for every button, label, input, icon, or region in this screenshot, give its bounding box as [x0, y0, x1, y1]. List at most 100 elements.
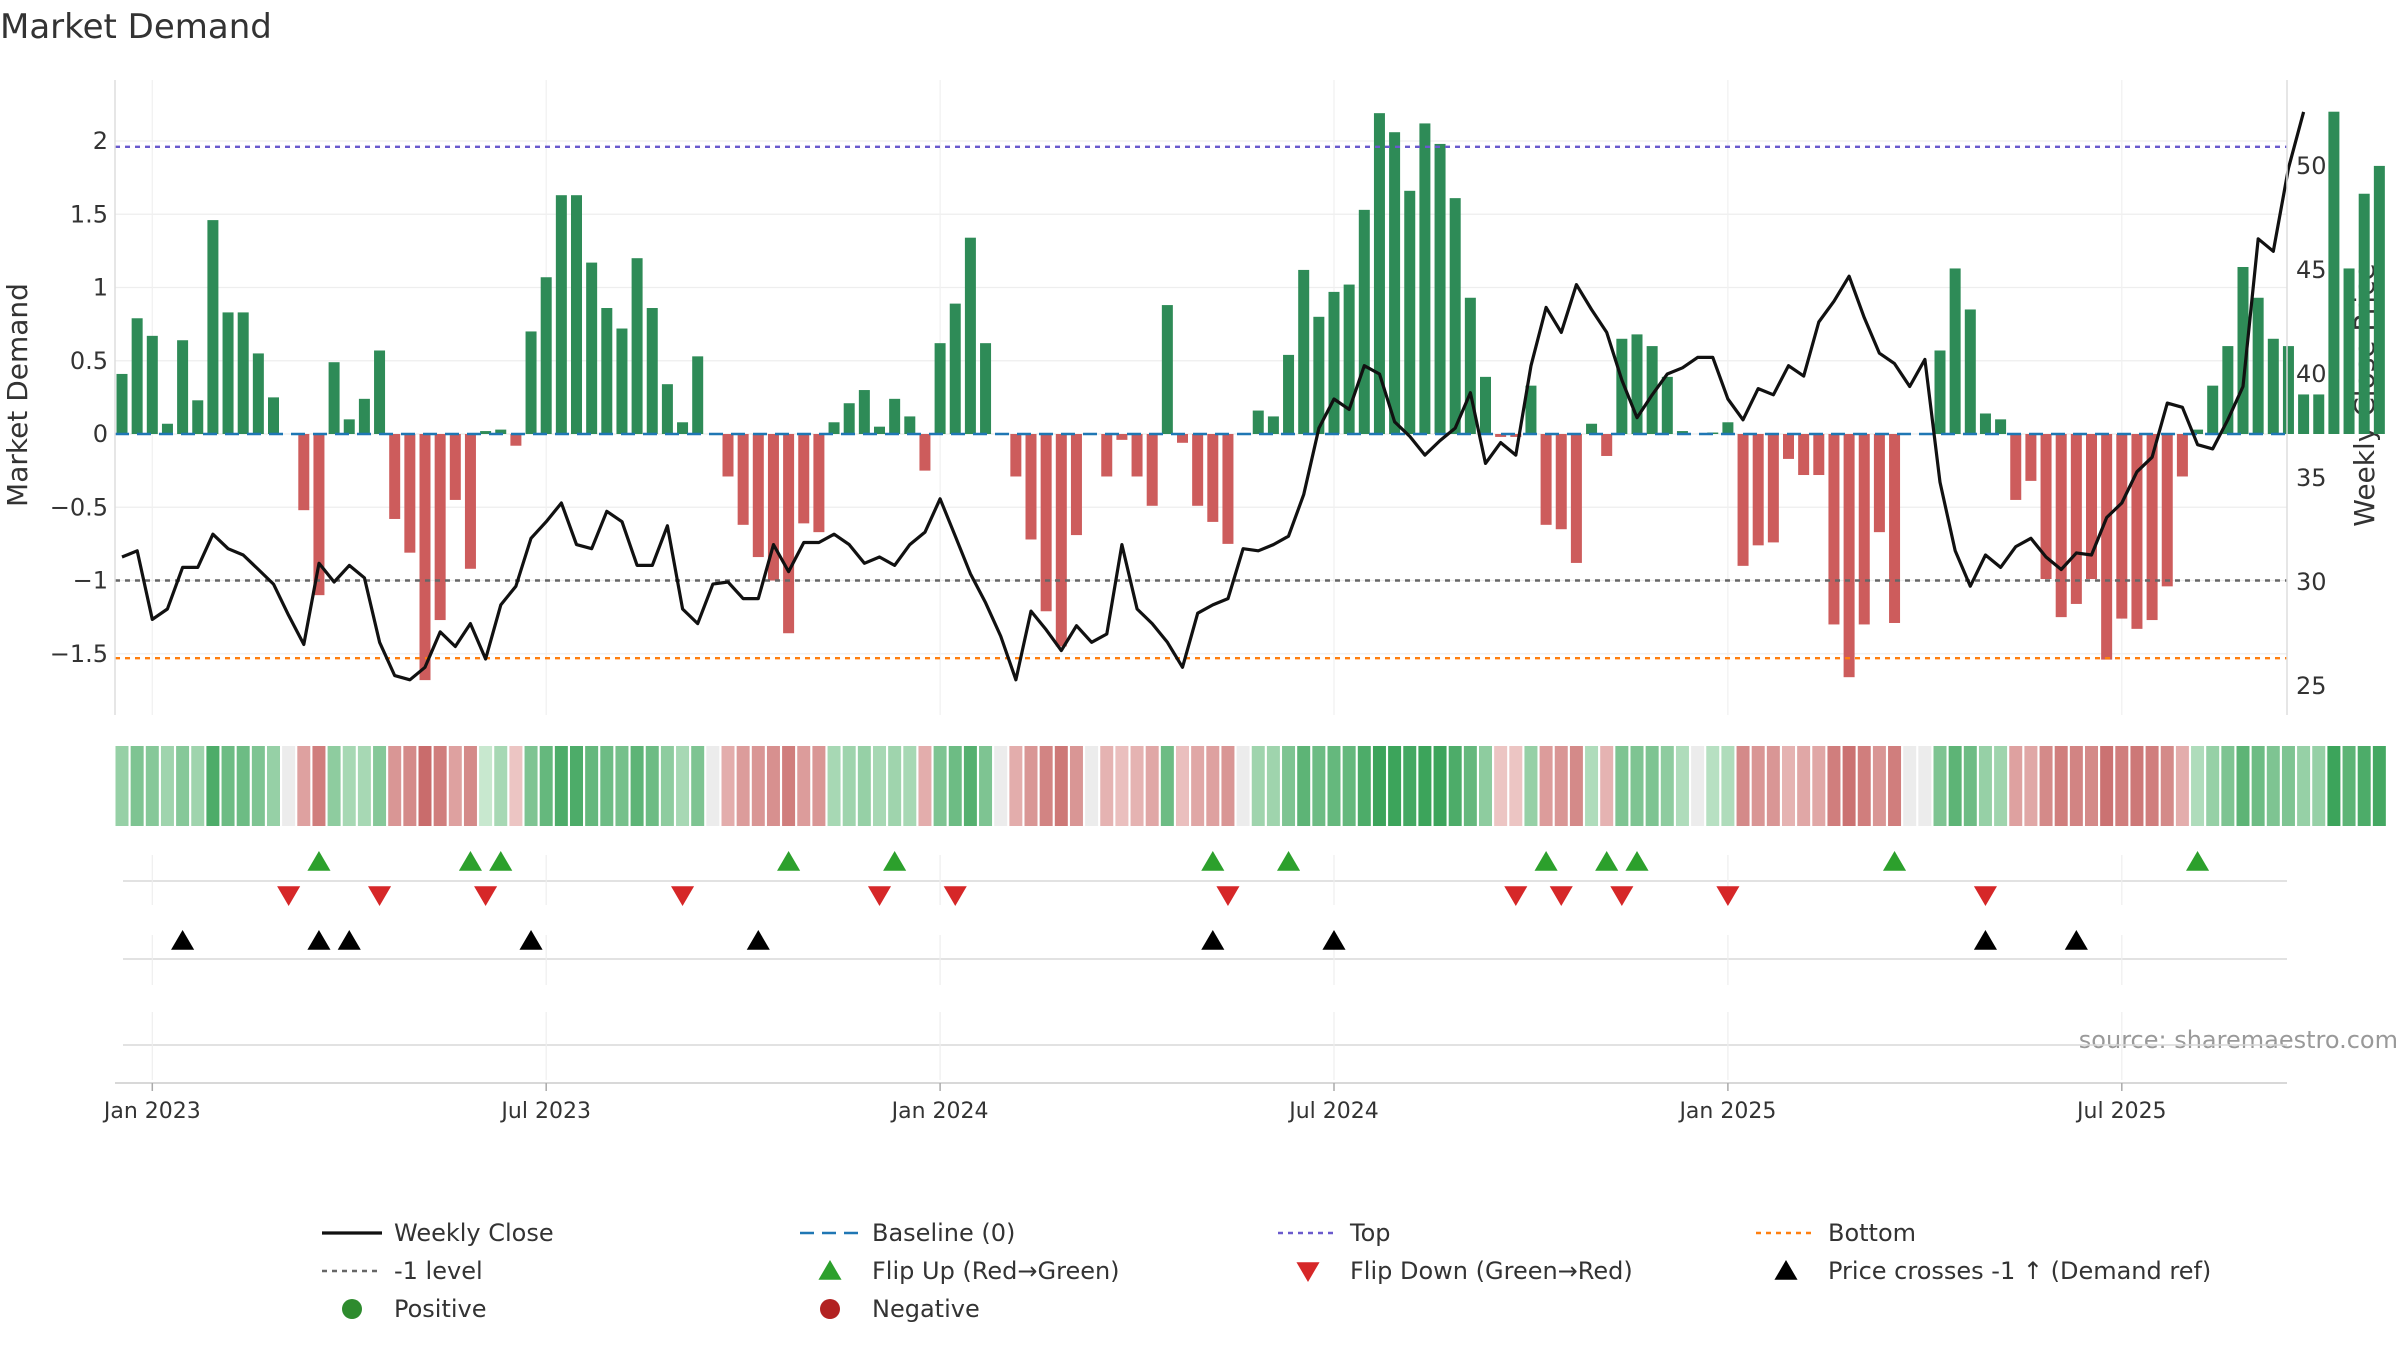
strip-cell	[2160, 746, 2174, 826]
intensity-strip	[115, 746, 2386, 826]
strip-cell	[600, 746, 614, 826]
strip-cell	[282, 746, 296, 826]
strip-cell	[2221, 746, 2235, 826]
bar-positive	[2237, 266, 2249, 434]
bar-negative	[767, 434, 779, 581]
bar-negative	[510, 434, 522, 446]
strip-cell	[1706, 746, 1720, 826]
bar-negative	[798, 434, 810, 524]
strip-cell	[660, 746, 674, 826]
bar-negative	[1510, 434, 1522, 437]
strip-cell	[1388, 746, 1402, 826]
flip-up-marker	[1595, 851, 1619, 871]
strip-cell	[1948, 746, 1962, 826]
strip-cell	[130, 746, 144, 826]
x-tick-label: Jan 2025	[1677, 1099, 1776, 1124]
strip-cell	[191, 746, 205, 826]
strip-cell	[1251, 746, 1265, 826]
strip-cell	[994, 746, 1008, 826]
source-label: source: sharemaestro.com	[2079, 1026, 2398, 1054]
bar-negative	[2146, 434, 2158, 621]
y2-tick-label: 45	[2296, 256, 2327, 284]
strip-cell	[963, 746, 977, 826]
strip-cell	[388, 746, 402, 826]
strip-cell	[1645, 746, 1659, 826]
bar-negative	[919, 434, 931, 471]
strip-cell	[479, 746, 493, 826]
bar-positive	[2267, 338, 2279, 434]
bar-positive	[1404, 190, 1416, 434]
strip-cell	[1736, 746, 1750, 826]
bar-positive	[2313, 394, 2325, 434]
strip-cell	[1509, 746, 1523, 826]
legend-label: Positive	[394, 1295, 487, 1323]
bar-positive	[1464, 297, 1476, 434]
bar-positive	[1434, 143, 1446, 434]
legend-item-negative: Negative	[820, 1295, 980, 1323]
bar-positive	[1267, 416, 1279, 434]
strip-cell	[706, 746, 720, 826]
legend-item-baseline: Baseline (0)	[800, 1219, 1015, 1247]
bar-positive	[525, 331, 537, 434]
price-cross-marker	[307, 930, 331, 950]
strip-cell	[2342, 746, 2356, 826]
flip-up-marker	[1201, 851, 1225, 871]
strip-cell	[1130, 746, 1144, 826]
bar-positive	[2207, 385, 2219, 434]
bar-negative	[2176, 434, 2188, 477]
level-lines	[115, 145, 2287, 660]
flip-up-marker	[1883, 851, 1907, 871]
bar-positive	[1525, 385, 1537, 434]
bar-positive	[2298, 394, 2310, 434]
flip-down-marker	[368, 886, 392, 906]
strip-cell	[2281, 746, 2295, 826]
strip-cell	[1115, 746, 1129, 826]
bar-negative	[1222, 434, 1234, 544]
strip-cell	[1600, 746, 1614, 826]
strip-cell	[751, 746, 765, 826]
strip-cell	[312, 746, 326, 826]
strip-cell	[2054, 746, 2068, 826]
bar-positive	[237, 312, 249, 434]
bar-positive	[495, 429, 507, 434]
strip-cell	[176, 746, 190, 826]
strip-cell	[1660, 746, 1674, 826]
strip-cell	[2327, 746, 2341, 826]
bar-positive	[131, 318, 143, 434]
y-axis-label: Market Demand	[1, 283, 34, 507]
bar-negative	[783, 434, 795, 634]
bar-positive	[146, 335, 158, 434]
bar-positive	[1298, 269, 1310, 434]
bar-positive	[480, 431, 492, 434]
strip-cell	[1827, 746, 1841, 826]
bar-positive	[828, 422, 840, 434]
bar-positive	[374, 350, 386, 434]
strip-cell	[2206, 746, 2220, 826]
bar-negative	[419, 434, 431, 681]
bar-negative	[1767, 434, 1779, 543]
strip-cell	[1206, 746, 1220, 826]
price-cross-marker	[1322, 930, 1346, 950]
y2-tick-label: 40	[2296, 360, 2327, 388]
strip-cell	[1963, 746, 1977, 826]
strip-cell	[1888, 746, 1902, 826]
strip-cell	[236, 746, 250, 826]
bar-negative	[1828, 434, 1840, 625]
bar-negative	[1570, 434, 1582, 563]
strip-cell	[524, 746, 538, 826]
strip-cell	[1675, 746, 1689, 826]
strip-cell	[1403, 746, 1417, 826]
bar-negative	[1843, 434, 1855, 678]
bar-negative	[2025, 434, 2037, 481]
bar-positive	[949, 303, 961, 434]
strip-cell	[979, 746, 993, 826]
bar-negative	[722, 434, 734, 477]
bar-positive	[858, 390, 870, 434]
strip-cell	[1842, 746, 1856, 826]
strip-cell	[342, 746, 356, 826]
strip-cell	[327, 746, 341, 826]
strip-cell	[2266, 746, 2280, 826]
strip-cell	[1085, 746, 1099, 826]
x-tick-label: Jul 2024	[1287, 1099, 1379, 1124]
strip-cell	[1418, 746, 1432, 826]
